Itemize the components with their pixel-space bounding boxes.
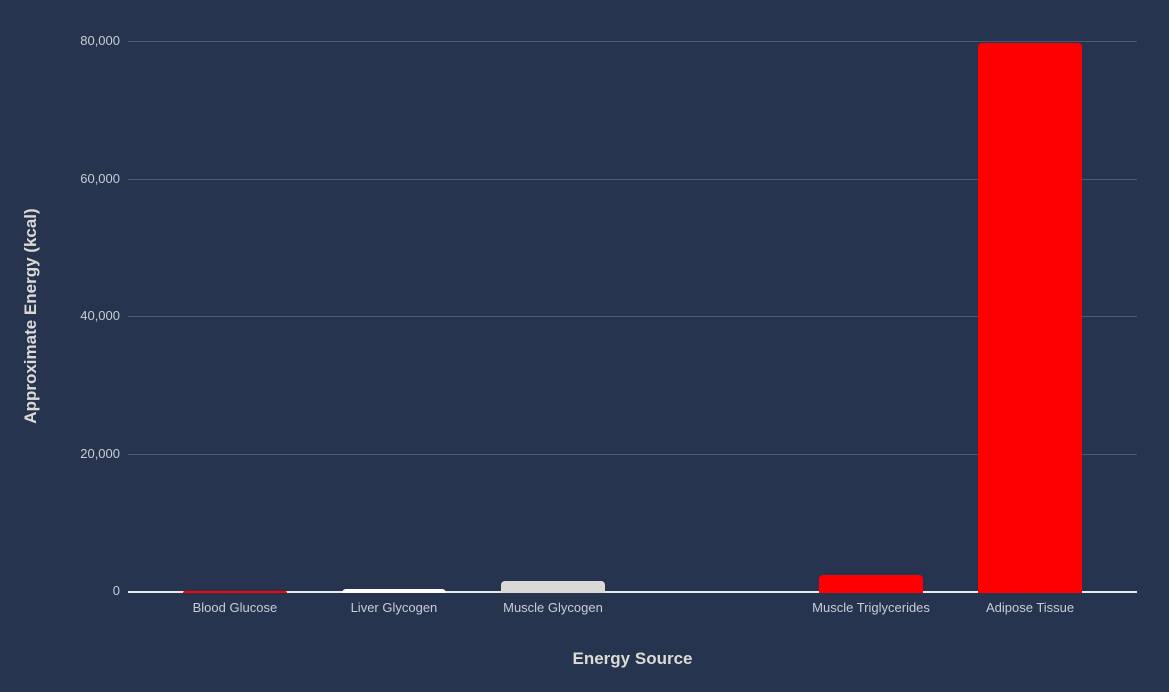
gridline-20000 (128, 453, 1137, 455)
x-axis-category-label-adipose-tissue: Adipose Tissue (985, 600, 1075, 615)
y-axis-tick-label: 0 (112, 583, 120, 598)
x-axis-category-label-muscle-triglycerides: Muscle Triglycerides (812, 600, 930, 615)
y-axis-tick-label: 40,000 (80, 308, 120, 323)
y-axis-tick-label: 20,000 (80, 445, 120, 461)
gridline-80000 (128, 41, 1137, 42)
bar-adipose-tissue (978, 42, 1083, 593)
x-axis-category-label-liver-glycogen: Liver Glycogen (350, 600, 438, 615)
y-axis-tick-label: 80,000 (80, 33, 120, 48)
bar-muscle-glycogen (500, 581, 605, 593)
bar-blood-glucose (182, 591, 287, 593)
x-axis-category-label-blood-glucose: Blood Glucose (192, 600, 278, 615)
x-axis-line (128, 590, 1137, 593)
gridline-40000 (128, 316, 1137, 317)
y-axis-tick-label: 60,000 (80, 170, 120, 186)
y-axis-title: Approximate Energy (kcal) (21, 208, 40, 424)
x-axis-title: Energy Source (572, 649, 693, 668)
bar-liver-glycogen (341, 588, 446, 593)
x-axis-category-label-muscle-glycogen: Muscle Glycogen (503, 600, 603, 615)
gridline-60000 (128, 178, 1137, 180)
bar-muscle-triglycerides (819, 574, 924, 593)
